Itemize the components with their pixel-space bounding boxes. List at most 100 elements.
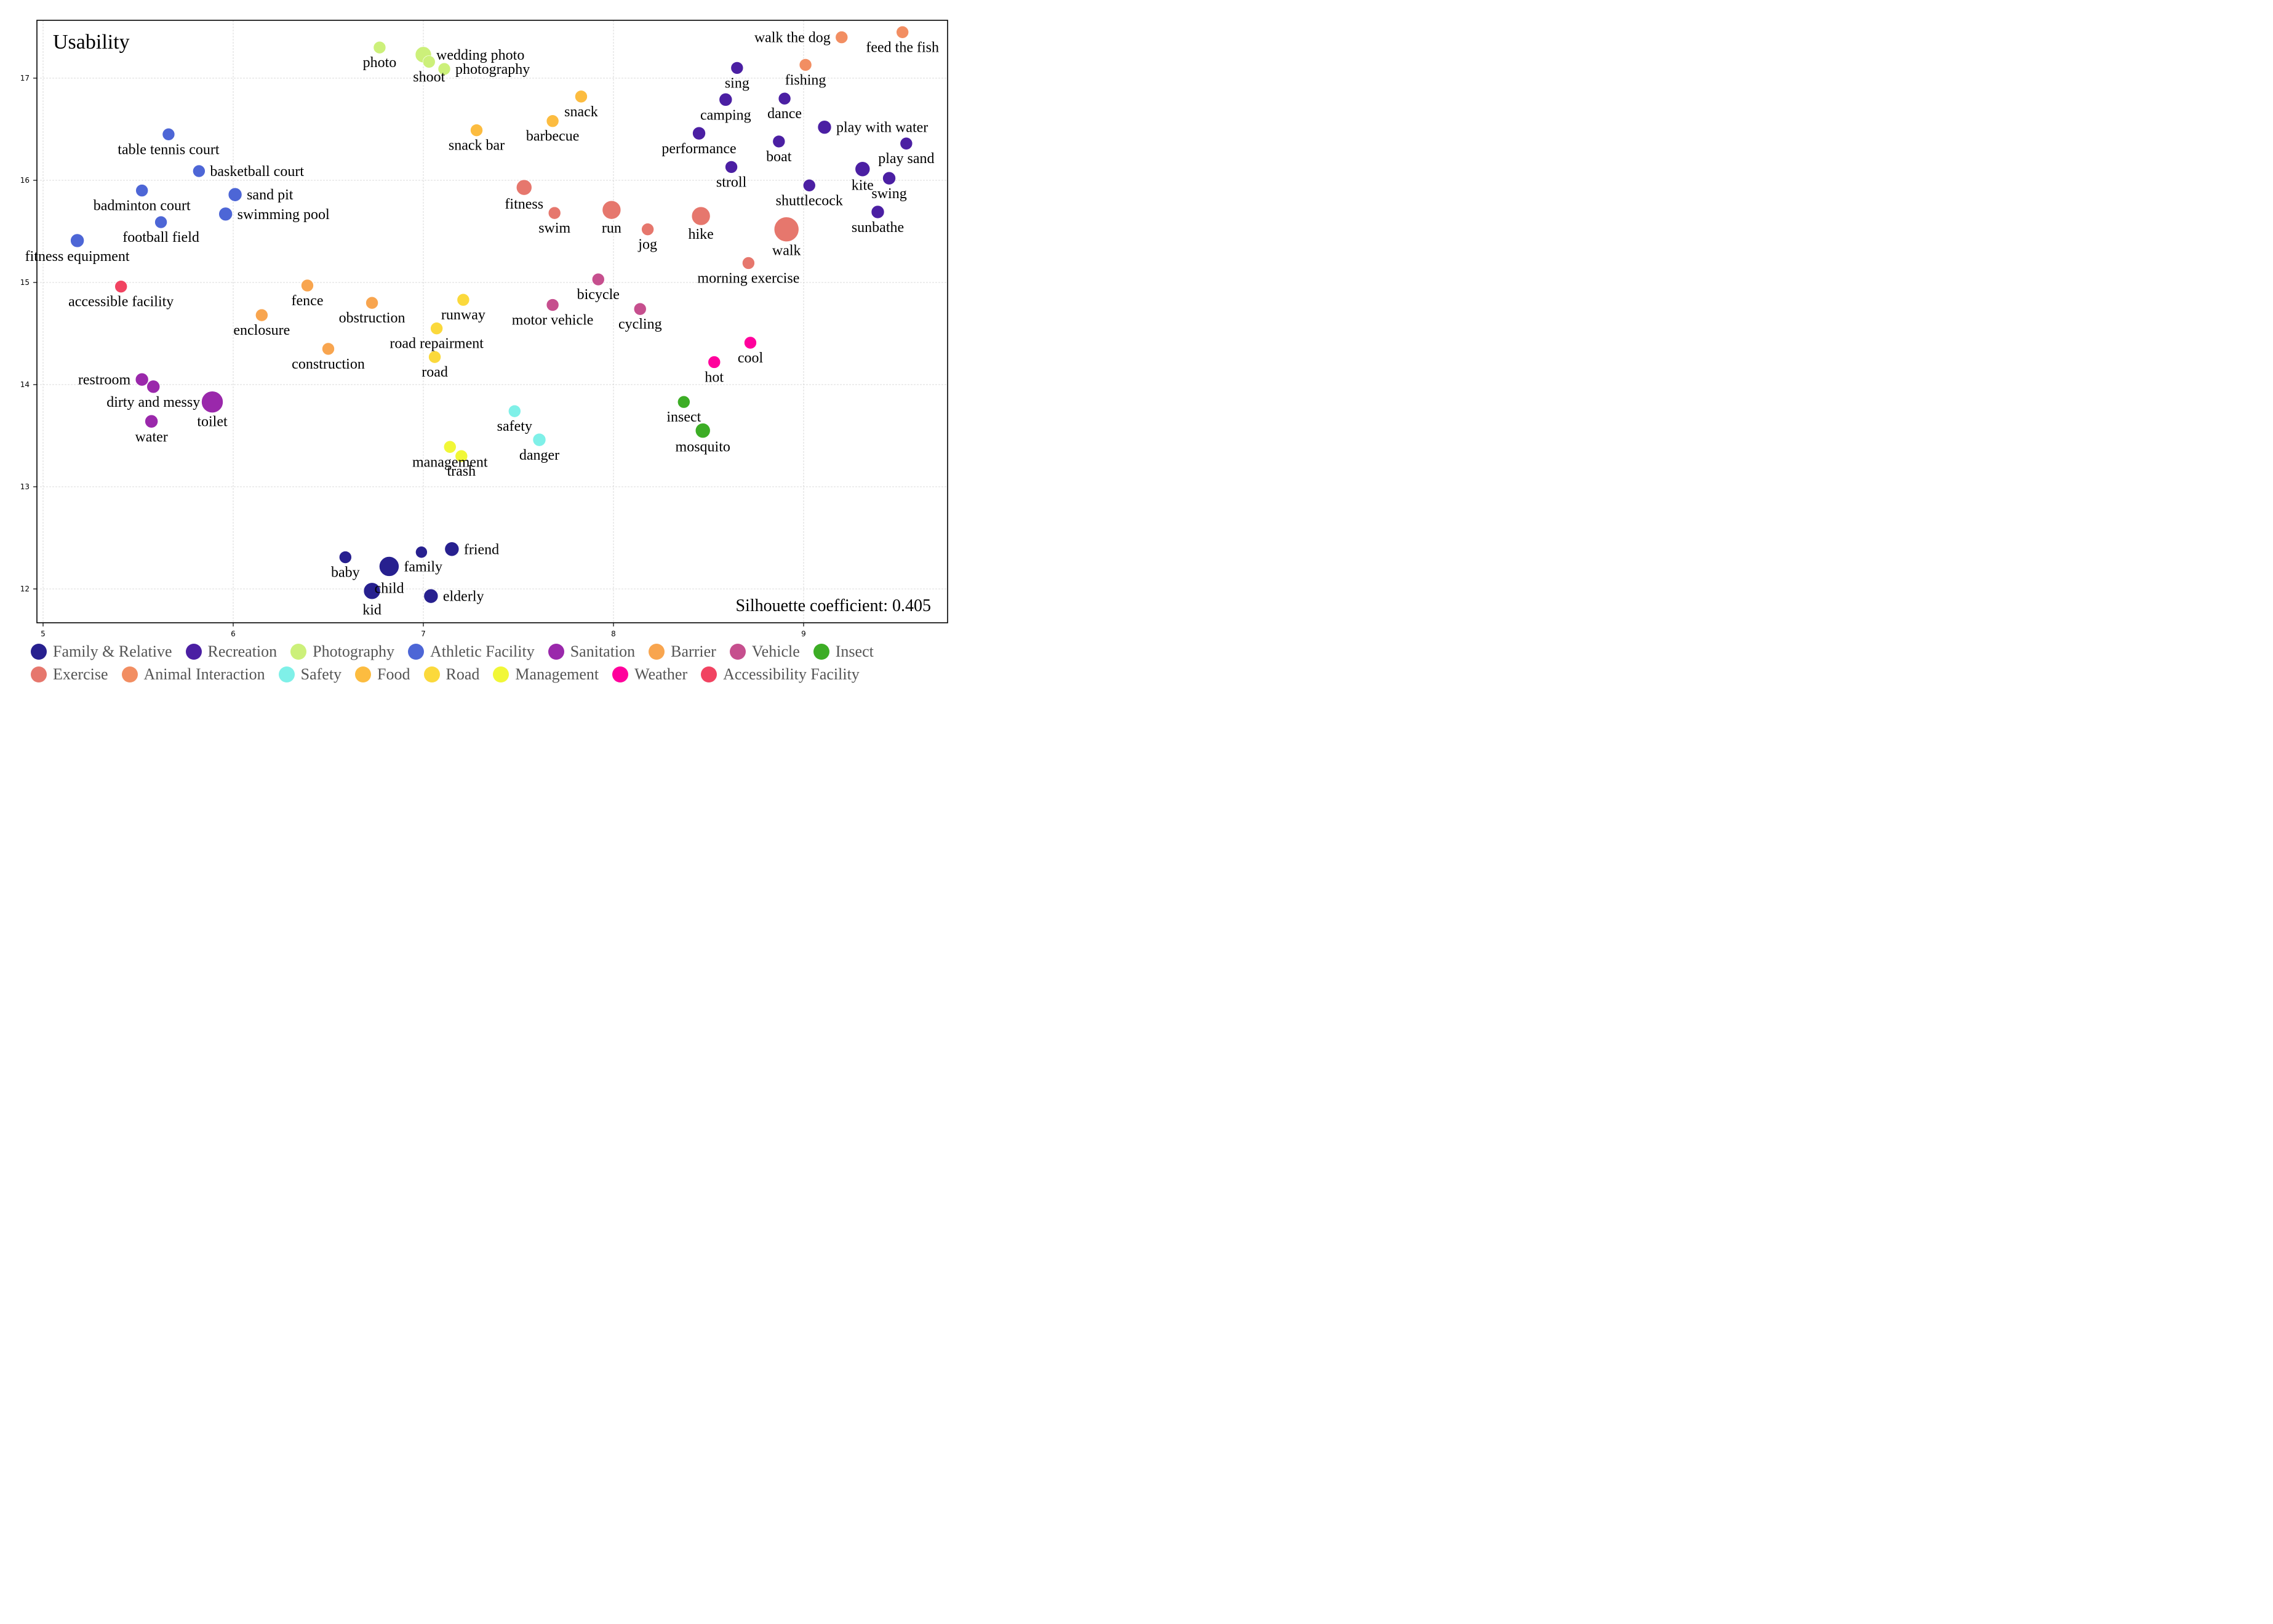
point-label: safety bbox=[497, 418, 532, 434]
legend-item: Vehicle bbox=[729, 642, 800, 661]
legend-row: Family & Relative Recreation Photography At… bbox=[31, 640, 954, 663]
point-label: photo bbox=[363, 55, 397, 71]
point-label: barbecue bbox=[526, 129, 580, 145]
point-label: photography bbox=[455, 62, 530, 78]
legend-item: Recreation bbox=[185, 642, 278, 661]
point-label: motor vehicle bbox=[512, 313, 594, 329]
data-point bbox=[692, 126, 706, 140]
legend-label: Recreation bbox=[207, 642, 278, 660]
data-point bbox=[322, 342, 335, 356]
legend-swatch-icon bbox=[31, 643, 47, 660]
legend-swatch-icon bbox=[355, 666, 372, 682]
legend-item: Family & Relative bbox=[31, 642, 172, 661]
data-point bbox=[423, 588, 439, 604]
point-label: walk the dog bbox=[754, 30, 831, 46]
point-label: mosquito bbox=[676, 439, 730, 455]
data-point bbox=[193, 164, 206, 178]
point-label: baby bbox=[331, 565, 360, 581]
legend-swatch-icon bbox=[649, 643, 665, 660]
x-tick-label: 5 bbox=[41, 630, 46, 638]
legend-label: Insect bbox=[835, 642, 874, 660]
data-point bbox=[817, 120, 832, 134]
point-label: fitness equipment bbox=[25, 249, 130, 265]
point-label: fitness bbox=[505, 196, 543, 212]
point-label: swing bbox=[871, 186, 906, 202]
point-label: road bbox=[421, 364, 448, 380]
data-point bbox=[778, 92, 791, 105]
chart-title: Usability bbox=[53, 31, 130, 54]
point-label: snack bbox=[564, 104, 598, 120]
legend-item: Food bbox=[355, 665, 410, 684]
data-point bbox=[677, 395, 690, 409]
legend-swatch-icon bbox=[290, 643, 307, 660]
legend-item: Exercise bbox=[31, 665, 108, 684]
data-point bbox=[900, 137, 913, 150]
data-point bbox=[802, 178, 816, 192]
legend-label: Accessibility Facility bbox=[723, 665, 860, 683]
data-point bbox=[301, 279, 314, 292]
legend-label: Photography bbox=[313, 642, 395, 660]
point-label: performance bbox=[661, 141, 736, 157]
legend-swatch-icon bbox=[408, 643, 425, 660]
legend-label: Weather bbox=[634, 665, 688, 683]
data-point bbox=[602, 200, 621, 220]
point-label: obstruction bbox=[339, 310, 405, 326]
point-label: road repairment bbox=[389, 336, 484, 352]
point-label: wedding photo bbox=[436, 47, 524, 63]
data-point bbox=[730, 62, 744, 74]
point-label: run bbox=[602, 220, 621, 236]
point-labels: photo wedding photo shoot photography snack b… bbox=[25, 30, 939, 618]
legend-label: Sanitation bbox=[570, 642, 636, 660]
x-tick-label: 9 bbox=[801, 630, 806, 638]
data-point bbox=[444, 542, 460, 557]
point-label: water bbox=[135, 429, 167, 445]
point-label: friend bbox=[464, 542, 499, 558]
legend-item: Management bbox=[493, 665, 599, 684]
point-label: fishing bbox=[785, 72, 826, 88]
data-point bbox=[201, 391, 223, 414]
point-label: accessible facility bbox=[68, 294, 174, 310]
data-point bbox=[145, 414, 158, 428]
data-point bbox=[135, 372, 149, 386]
data-point bbox=[575, 90, 588, 103]
data-point bbox=[641, 223, 654, 236]
point-label: football field bbox=[122, 230, 199, 246]
legend-item: Barrier bbox=[649, 642, 716, 661]
point-label: play sand bbox=[878, 151, 934, 167]
legend-label: Family & Relative bbox=[53, 642, 172, 660]
point-label: jog bbox=[637, 237, 657, 253]
point-label: fence bbox=[292, 293, 324, 309]
point-label: camping bbox=[700, 107, 751, 123]
legend-swatch-icon bbox=[612, 666, 629, 682]
data-point bbox=[773, 217, 799, 242]
point-label: danger bbox=[519, 447, 559, 463]
data-point bbox=[744, 336, 757, 350]
data-point bbox=[114, 280, 127, 293]
data-point bbox=[228, 187, 242, 202]
point-label: dance bbox=[767, 106, 802, 122]
axis-ticks: 5 6 7 8 9 12 13 14 15 16 17 bbox=[20, 74, 806, 638]
data-point bbox=[70, 233, 84, 248]
legend-label: Exercise bbox=[53, 665, 108, 683]
data-point bbox=[695, 423, 711, 439]
data-point bbox=[516, 179, 532, 196]
legend-swatch-icon bbox=[729, 643, 746, 660]
data-point bbox=[339, 551, 352, 564]
point-label: basketball court bbox=[210, 164, 304, 180]
data-point bbox=[725, 161, 738, 174]
point-label: hot bbox=[705, 369, 724, 385]
legend-swatch-icon bbox=[31, 666, 47, 682]
x-tick-label: 8 bbox=[611, 630, 616, 638]
y-tick-label: 12 bbox=[20, 585, 30, 593]
point-label: insect bbox=[666, 409, 701, 425]
legend-label: Food bbox=[377, 665, 410, 683]
data-point bbox=[422, 55, 436, 68]
data-point bbox=[546, 114, 559, 128]
legend-swatch-icon bbox=[121, 666, 138, 682]
legend-item: Road bbox=[423, 665, 479, 684]
point-label: management bbox=[412, 454, 488, 470]
data-point bbox=[162, 128, 175, 141]
data-point bbox=[708, 356, 721, 369]
data-point bbox=[443, 440, 457, 454]
data-point bbox=[532, 433, 546, 447]
